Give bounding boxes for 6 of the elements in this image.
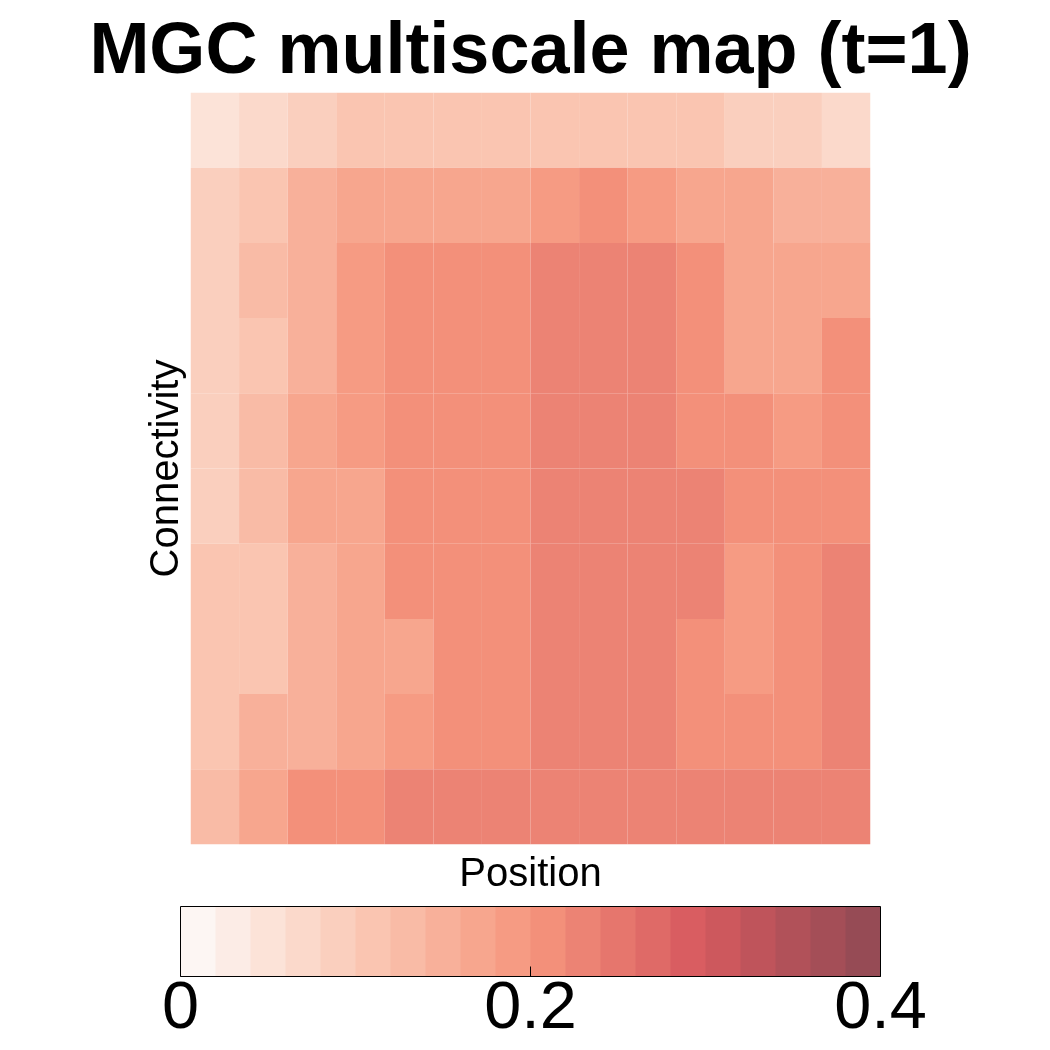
y-axis-title: Connectivity (141, 359, 186, 578)
color-bar-label: 0.2 (484, 967, 577, 1042)
chart-title: MGC multiscale map (t=1) (89, 7, 972, 88)
color-bar-label: 0.4 (834, 967, 927, 1042)
color-bar-label: 0 (161, 967, 200, 1042)
x-axis-title: Position (459, 849, 602, 894)
